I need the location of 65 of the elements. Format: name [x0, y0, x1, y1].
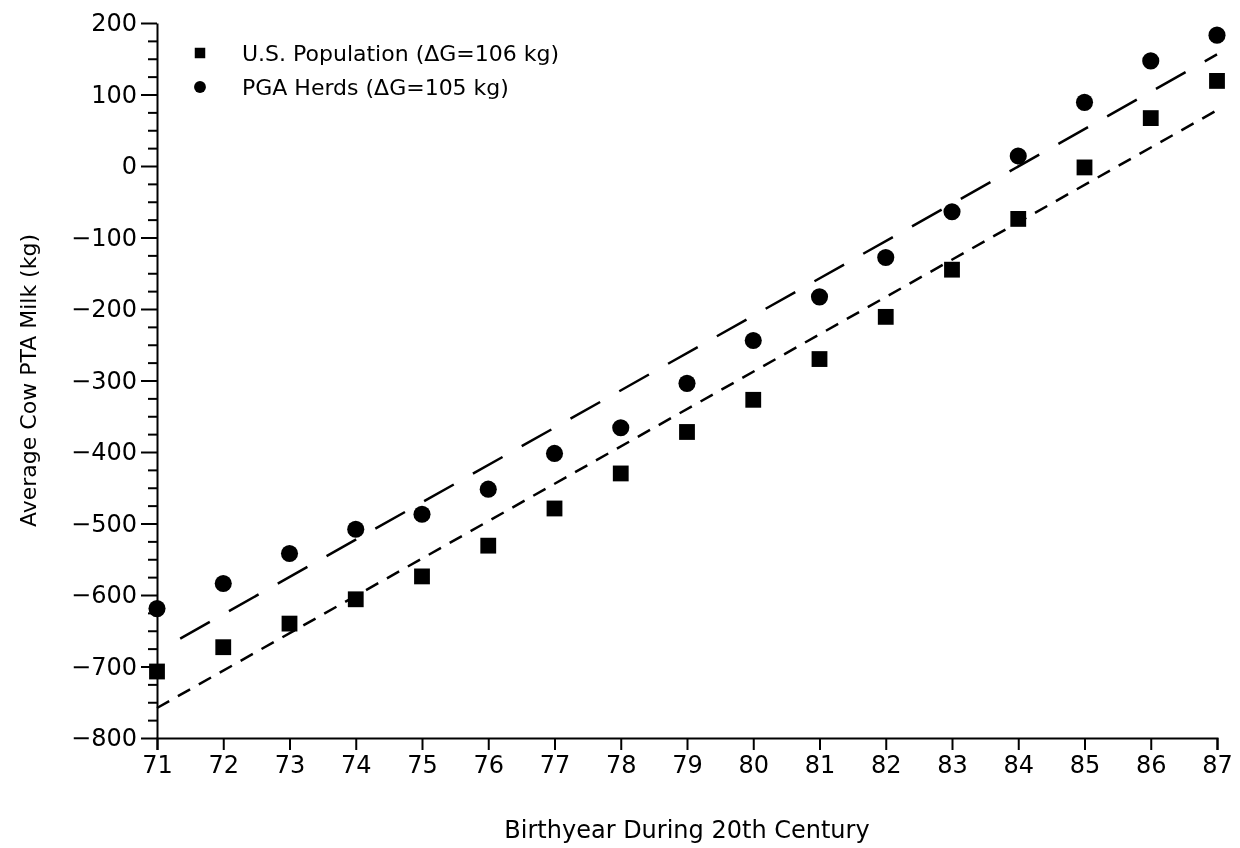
point	[479, 480, 497, 498]
point	[545, 444, 564, 462]
point	[280, 544, 299, 563]
point	[215, 639, 232, 656]
x-tick-label: 72	[208, 751, 240, 780]
x-tick-label: 79	[672, 751, 703, 780]
point	[678, 374, 696, 392]
point	[877, 248, 895, 267]
x-tick-label: 71	[142, 751, 173, 780]
point	[546, 500, 563, 517]
point	[1142, 52, 1160, 70]
point	[149, 663, 165, 680]
point	[414, 568, 430, 585]
point	[1208, 26, 1226, 44]
y-tick-label: −300	[71, 366, 137, 395]
point	[944, 261, 960, 278]
y-tick-label: −700	[71, 652, 137, 681]
x-tick-label: 77	[539, 751, 571, 780]
y-tick-label: −500	[71, 509, 137, 538]
point	[347, 591, 364, 608]
point	[1076, 159, 1093, 176]
point	[877, 308, 894, 325]
x-tick-label: 84	[1003, 751, 1035, 780]
point	[612, 465, 629, 482]
legend-label: PGA Herds (ΔG=105 kg)	[242, 75, 509, 100]
point	[1142, 110, 1159, 126]
point	[413, 505, 431, 523]
point	[281, 615, 298, 632]
y-tick-label: −600	[71, 581, 137, 610]
point	[347, 520, 365, 538]
x-tick-label: 82	[870, 751, 902, 780]
point	[1209, 73, 1225, 89]
x-tick-label: 76	[473, 751, 505, 780]
point	[744, 331, 762, 349]
y-tick-label: 200	[91, 9, 137, 38]
point	[943, 203, 961, 221]
point	[214, 575, 232, 593]
y-tick-label: 100	[91, 80, 137, 109]
point	[811, 351, 828, 367]
x-tick-label: 86	[1135, 751, 1167, 780]
point	[1009, 147, 1027, 165]
x-tick-label: 87	[1202, 751, 1233, 780]
x-tick-label: 85	[1069, 751, 1101, 780]
y-axis-title: Average Cow PTA Milk (kg)	[16, 234, 41, 527]
x-tick-label: 78	[605, 751, 637, 780]
point	[148, 600, 166, 618]
point	[1075, 93, 1094, 111]
y-tick-label: −400	[71, 438, 137, 467]
x-tick-label: 74	[340, 751, 372, 780]
y-tick-label: −100	[71, 223, 137, 252]
y-tick-label: −800	[71, 724, 137, 753]
point	[745, 391, 762, 408]
y-tick-label: 0	[121, 152, 137, 181]
point	[679, 424, 695, 440]
x-tick-label: 73	[274, 751, 306, 780]
x-tick-label: 80	[738, 751, 770, 780]
x-axis-title: Birthyear During 20th Century	[504, 816, 870, 844]
point	[480, 537, 497, 554]
x-tick-label: 83	[937, 751, 968, 780]
point	[810, 288, 829, 306]
y-tick-label: −200	[71, 295, 137, 324]
point	[612, 419, 630, 437]
legend-label: U.S. Population (ΔG=106 kg)	[242, 41, 560, 66]
x-tick-label: 81	[804, 751, 836, 780]
x-tick-label: 75	[407, 751, 438, 780]
